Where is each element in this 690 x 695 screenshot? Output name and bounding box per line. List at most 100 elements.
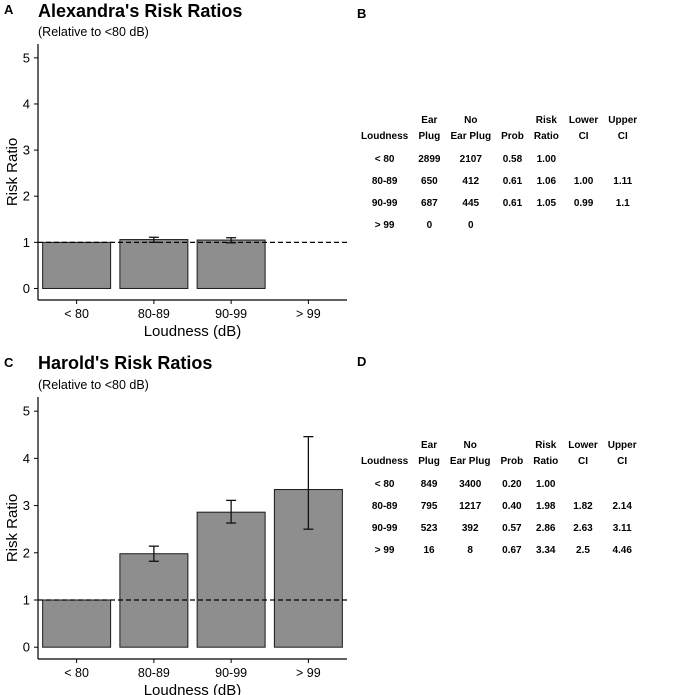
panel-label-c: C [4, 355, 14, 370]
table-row: > 99 0 0 [356, 214, 642, 236]
column-header-text: Ear [421, 440, 438, 451]
table-cell: 16 [423, 544, 435, 556]
table-cell: 2107 [459, 153, 482, 165]
column-header-text: Plug [418, 456, 440, 467]
column-header-text: CI [577, 456, 588, 467]
y-tick-label: 3 [23, 143, 30, 158]
column-header: Lower CI [564, 113, 603, 148]
table-cell: 1.82 [573, 500, 593, 512]
table-row: 90-99 687 445 0.61 1.05 0.99 1.1 [356, 192, 642, 214]
table-row: 80-89 650 412 0.61 1.06 1.00 1.11 [356, 170, 642, 192]
table-header-row: Loudness Ear Plug No Ear Plug Prob Risk Ratio Lo… [356, 438, 642, 473]
bar [196, 239, 266, 289]
column-header-text: Ear Plug [450, 131, 492, 142]
column-header: Ear Plug [413, 113, 445, 148]
table-cell: 392 [461, 522, 479, 534]
y-tick-label: 0 [23, 640, 30, 655]
table-cell: 1.00 [536, 153, 557, 165]
table-cell: 523 [420, 522, 438, 534]
table-row: 90-99 523 392 0.57 2.86 2.63 3.11 [356, 517, 642, 539]
x-tick-label: > 99 [296, 307, 321, 321]
x-tick-label: 80-89 [138, 307, 170, 321]
chart-title-alexandra: Alexandra's Risk Ratios [38, 1, 243, 21]
table-cell: 0.61 [502, 197, 523, 209]
bar [42, 241, 112, 289]
table-cell: 1.00 [573, 175, 594, 187]
y-tick-label: 1 [23, 592, 30, 607]
table-cell: 0.40 [502, 500, 522, 512]
column-header: Upper CI [603, 113, 642, 148]
x-tick-label: < 80 [64, 307, 89, 321]
panel-label-a: A [4, 2, 14, 17]
x-tick-label: 90-99 [215, 666, 247, 680]
table-cell: 2.86 [536, 522, 556, 534]
table-cell: 1.1 [615, 197, 630, 209]
table-row: < 80 2899 2107 0.58 1.00 [356, 148, 642, 170]
table-cell: 412 [462, 175, 480, 187]
column-header-text: Ear [421, 115, 438, 126]
column-header-text: No [464, 115, 478, 126]
table-cell: 2.63 [573, 522, 593, 534]
table-cell: 0.61 [502, 175, 523, 187]
column-header-text: Lower [568, 440, 598, 451]
column-header-text: CI [617, 131, 628, 142]
table-cell [563, 473, 602, 495]
column-header-text: Risk [535, 115, 557, 126]
y-tick-label: 2 [23, 545, 30, 560]
table-cell: < 80 [374, 153, 395, 165]
bar [119, 239, 189, 289]
table-cell: 445 [462, 197, 480, 209]
table-cell: > 99 [374, 544, 395, 556]
column-header-text: Prob [500, 456, 524, 467]
table-cell [564, 214, 603, 236]
x-tick-label: 80-89 [138, 666, 170, 680]
table-cell: 0.58 [502, 153, 523, 165]
table-cell: > 99 [374, 219, 395, 231]
bar [42, 599, 112, 648]
table-cell: 3.34 [536, 544, 556, 556]
table-cell: 650 [421, 175, 438, 187]
table-cell: 1.06 [536, 175, 557, 187]
table-cell: 0 [426, 219, 433, 231]
risk-table-harold: Loudness Ear Plug No Ear Plug Prob Risk Ratio Lo… [356, 438, 642, 561]
column-header-text: Loudness [361, 456, 409, 467]
table-row: > 99 16 8 0.67 3.34 2.5 4.46 [356, 539, 642, 561]
table-cell: 0.99 [573, 197, 594, 209]
column-header-text: Plug [418, 131, 441, 142]
x-axis-title: Loudness (dB) [144, 682, 242, 695]
column-header: Prob [495, 438, 528, 473]
x-tick-label: > 99 [296, 666, 321, 680]
table-cell [529, 214, 564, 236]
column-header-text: Ear Plug [449, 456, 491, 467]
table-cell: 687 [421, 197, 438, 209]
y-axis-title: Risk Ratio [4, 138, 21, 206]
y-axis-title: Risk Ratio [4, 494, 21, 562]
column-header-text: CI [578, 131, 589, 142]
column-header-text: Ratio [533, 131, 559, 142]
column-header: Risk Ratio [528, 438, 563, 473]
table-cell: 8 [467, 544, 473, 556]
column-header-text: Upper [608, 115, 638, 126]
table-cell [603, 148, 642, 170]
table-cell: 0.20 [502, 478, 522, 490]
bar-chart-harold: 0 1 2 3 4 5 < 80 80-89 90-99 > 99 Loudness (dB) Ris… [4, 397, 347, 695]
column-header: No Ear Plug [445, 113, 496, 148]
column-header: No Ear Plug [445, 438, 496, 473]
table-cell: 2.14 [612, 500, 632, 512]
column-header-text: Risk [535, 440, 557, 451]
table-cell: 90-99 [371, 197, 398, 209]
y-tick-label: 4 [23, 96, 30, 111]
table-cell [564, 148, 603, 170]
y-tick-label: 0 [23, 281, 30, 296]
y-tick-label: 2 [23, 189, 30, 204]
table-row: < 80 849 3400 0.20 1.00 [356, 473, 642, 495]
table-cell: 1.98 [536, 500, 556, 512]
y-tick-label: 5 [23, 404, 30, 419]
y-tick-label: 5 [23, 50, 30, 65]
y-tick-label: 3 [23, 498, 30, 513]
risk-table-alexandra: Loudness Ear Plug No Ear Plug Prob Risk Ratio Lo… [356, 113, 642, 236]
panel-label-d: D [357, 354, 367, 369]
table-header-row: Loudness Ear Plug No Ear Plug Prob Risk Ratio Lo… [356, 113, 642, 148]
table-cell: 80-89 [371, 500, 398, 512]
column-header-text: Lower [568, 115, 599, 126]
